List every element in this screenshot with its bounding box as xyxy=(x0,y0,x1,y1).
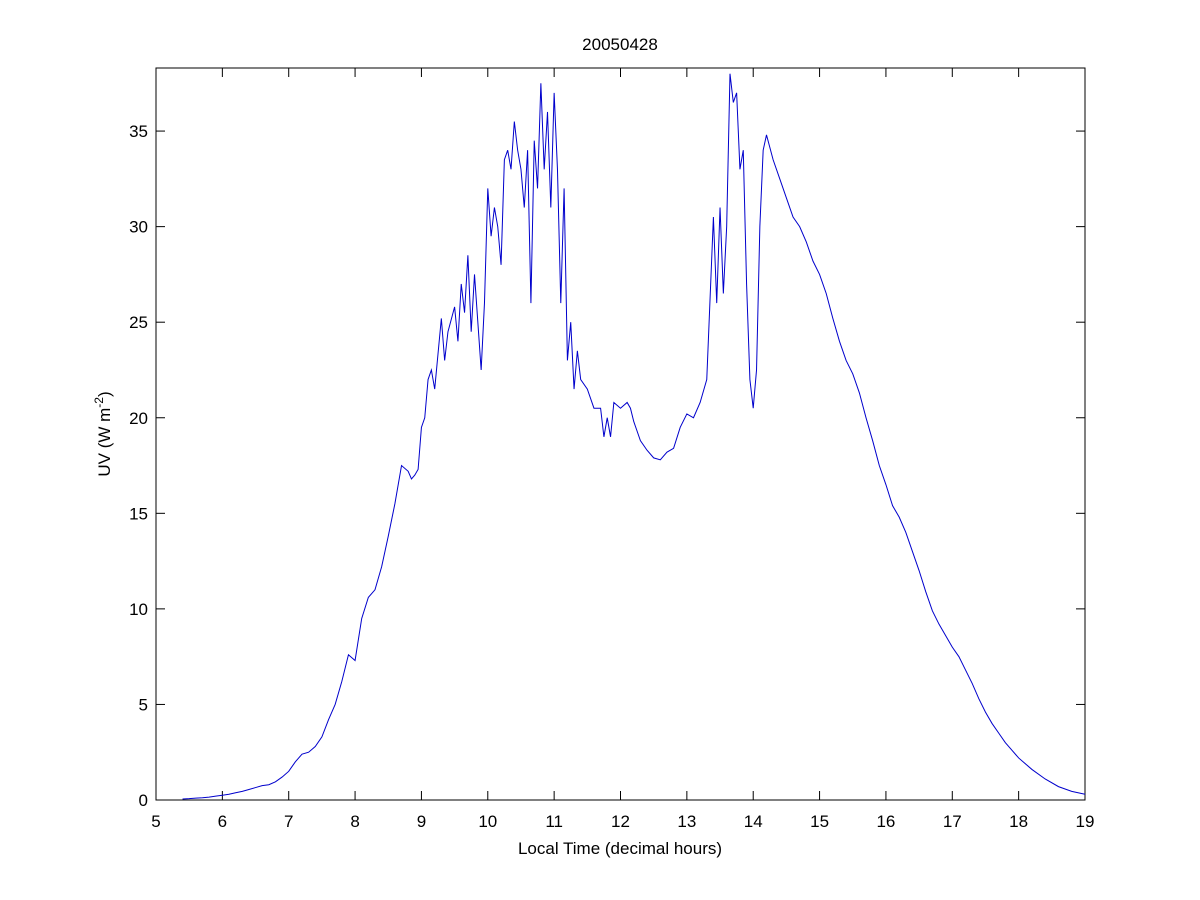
plot-area xyxy=(155,67,1086,801)
chart-title: 20050428 xyxy=(582,35,658,54)
y-tick-label: 20 xyxy=(129,409,148,428)
y-label-end: ) xyxy=(95,391,114,397)
x-tick-label: 8 xyxy=(350,812,359,831)
y-tick-label: 10 xyxy=(129,600,148,619)
data-line xyxy=(182,73,1086,800)
x-tick-label: 10 xyxy=(478,812,497,831)
y-tick-label: 15 xyxy=(129,504,148,523)
x-tick-label: 14 xyxy=(744,812,763,831)
x-tick-label: 19 xyxy=(1076,812,1095,831)
y-tick-label: 0 xyxy=(139,791,148,810)
x-tick-label: 13 xyxy=(677,812,696,831)
y-axis-label: UV (W m-2) xyxy=(92,391,114,476)
x-tick-label: 7 xyxy=(284,812,293,831)
x-tick-label: 16 xyxy=(876,812,895,831)
x-tick-label: 9 xyxy=(417,812,426,831)
x-tick-label: 17 xyxy=(943,812,962,831)
x-tick-label: 12 xyxy=(611,812,630,831)
y-tick-label: 30 xyxy=(129,218,148,237)
x-tick-label: 6 xyxy=(218,812,227,831)
y-label-sup: -2 xyxy=(92,397,106,408)
x-tick-label: 5 xyxy=(151,812,160,831)
y-tick-label: 25 xyxy=(129,313,148,332)
x-tick-label: 18 xyxy=(1009,812,1028,831)
x-tick-label: 15 xyxy=(810,812,829,831)
x-tick-label: 11 xyxy=(545,812,563,831)
x-axis-label: Local Time (decimal hours) xyxy=(518,839,722,858)
y-label-text: UV (W m xyxy=(95,408,114,477)
y-tick-label: 35 xyxy=(129,122,148,141)
y-tick-label: 5 xyxy=(139,695,148,714)
